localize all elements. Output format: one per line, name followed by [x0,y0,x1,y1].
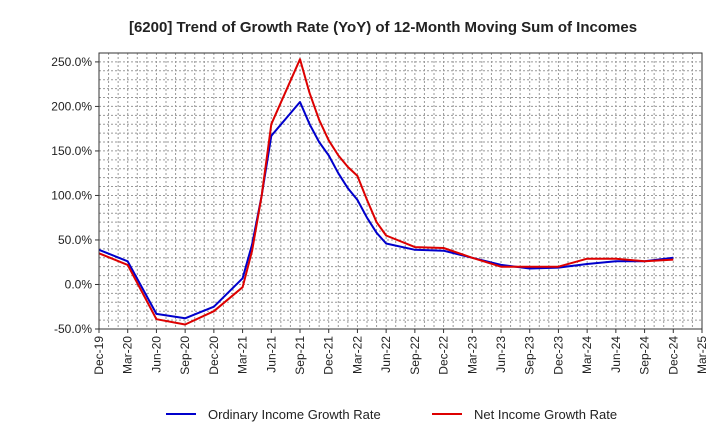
y-tick-label: 50.0% [58,233,92,247]
x-tick-label: Mar-25 [695,336,709,374]
x-tick-label: Mar-20 [121,336,135,374]
y-tick-label: 250.0% [51,55,92,69]
x-tick-label: Jun-24 [609,336,623,373]
x-tick-label: Jun-21 [264,336,278,373]
x-axis-ticks: Dec-19 Mar-20 Jun-20 Sep-20 Dec-20 Mar-21 Jun-… [92,329,709,375]
x-tick-label: Mar-23 [465,336,479,374]
legend: Ordinary Income Growth Rate Net Income Gr… [166,407,617,422]
series-line-2 [98,58,674,326]
y-axis-ticks: -50.0% 0.0% 50.0% 100.0% 150.0% 200.0% 250.0% [51,55,99,336]
x-tick-label: Mar-21 [236,336,250,374]
x-tick-label: Sep-21 [293,336,307,375]
legend-label-2: Net Income Growth Rate [474,407,617,422]
x-tick-label: Dec-19 [92,336,106,375]
x-tick-label: Sep-24 [638,336,652,375]
x-tick-label: Mar-24 [580,336,594,374]
y-tick-label: 150.0% [51,144,92,158]
x-tick-label: Sep-23 [523,336,537,375]
series-line-1 [98,101,674,320]
series-lines [98,58,674,326]
x-tick-label: Dec-24 [666,336,680,375]
x-tick-label: Dec-21 [322,336,336,375]
grid [99,53,702,329]
x-tick-label: Dec-20 [207,336,221,375]
x-tick-label: Jun-23 [494,336,508,373]
x-tick-label: Jun-20 [149,336,163,373]
legend-label-1: Ordinary Income Growth Rate [208,407,381,422]
x-tick-label: Jun-22 [379,336,393,373]
x-tick-label: Dec-23 [551,336,565,375]
chart-title: [6200] Trend of Growth Rate (YoY) of 12-… [129,19,637,36]
x-tick-label: Dec-22 [437,336,451,375]
plot-frame [98,52,703,330]
y-tick-label: 200.0% [51,99,92,113]
x-tick-label: Sep-22 [408,336,422,375]
y-tick-label: 100.0% [51,188,92,202]
x-tick-label: Sep-20 [178,336,192,375]
x-tick-label: Mar-22 [350,336,364,374]
y-tick-label: 0.0% [65,277,93,291]
y-tick-label: -50.0% [54,322,92,336]
